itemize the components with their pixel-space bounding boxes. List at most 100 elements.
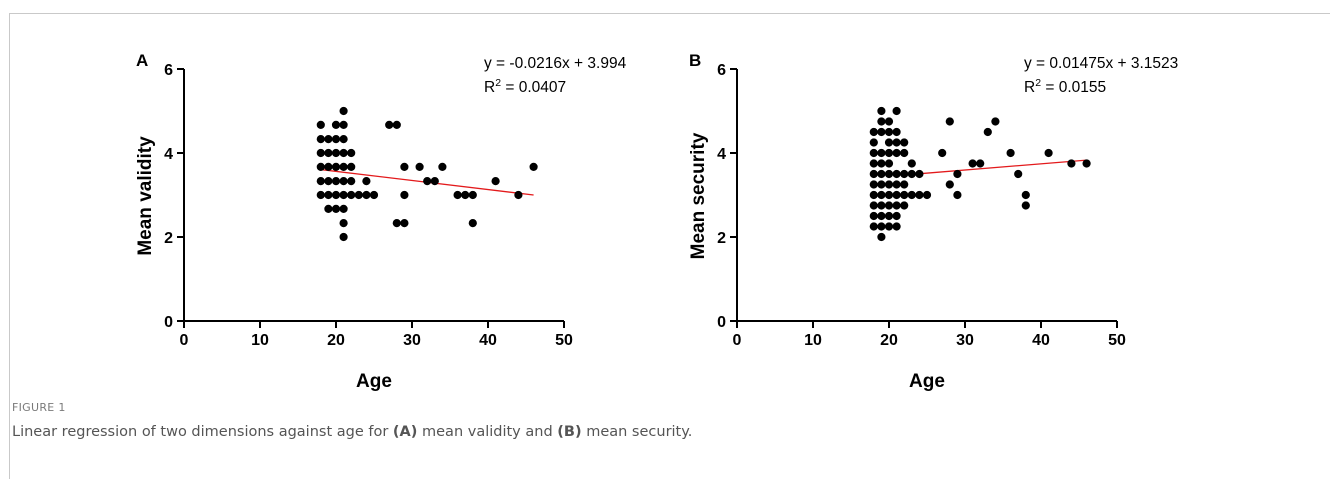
panel-b-data-point (1022, 191, 1030, 199)
panel-b-data-point (893, 212, 901, 220)
panel-b-data-point (900, 191, 908, 199)
panel-a-data-point (317, 135, 325, 143)
panel-a-data-point (324, 149, 332, 157)
panel-a-data-point (340, 191, 348, 199)
panel-a-data-point (400, 163, 408, 171)
panel-b-data-point (877, 107, 885, 115)
panel-b-data-point (893, 191, 901, 199)
panel-a-data-point (317, 163, 325, 171)
panel-a-data-point (332, 205, 340, 213)
panel-a-equation: y = -0.0216x + 3.994 (484, 55, 627, 72)
panel-b-tag: B (689, 51, 701, 70)
panel-b-y-tick-label: 2 (717, 230, 726, 247)
panel-b-data-point (877, 201, 885, 209)
panel-a-data-point (393, 219, 401, 227)
panel-a-data-point (324, 191, 332, 199)
panel-b-data-point (870, 138, 878, 146)
panel-a-y-axis-label: Mean validity (135, 136, 156, 256)
panel-a-data-point (340, 149, 348, 157)
panel-b-data-point (870, 170, 878, 178)
panel-b-data-point (877, 191, 885, 199)
panel-b-data-point (1007, 149, 1015, 157)
panel-b-data-point (893, 222, 901, 230)
panel-a-data-point (469, 219, 477, 227)
panel-b-data-point (946, 117, 954, 125)
panel-a-data-point (317, 191, 325, 199)
panel-a-data-point (347, 191, 355, 199)
panel-a-data-point (514, 191, 522, 199)
panel-b-x-tick-label: 20 (880, 332, 898, 349)
panel-a-data-point (385, 121, 393, 129)
panel-a-data-point (324, 177, 332, 185)
panel-b-data-point (900, 138, 908, 146)
panel-b-data-point (870, 191, 878, 199)
panel-b-y-tick-label: 6 (717, 62, 726, 79)
panel-a-data-point (317, 121, 325, 129)
panel-b-data-point (885, 138, 893, 146)
panel-a-data-point (340, 163, 348, 171)
panel-b-data-point (893, 149, 901, 157)
panel-a-y-tick-label: 0 (164, 314, 173, 331)
panel-b-data-point (900, 170, 908, 178)
panel-b-data-point (900, 149, 908, 157)
panel-a-data-point (340, 205, 348, 213)
panel-a-data-point (332, 163, 340, 171)
panel-a-data-point (340, 121, 348, 129)
panel-b-data-point (885, 180, 893, 188)
panel-a-x-axis-label: Age (356, 371, 392, 392)
panel-b-data-point (915, 170, 923, 178)
panel-b-data-point (893, 170, 901, 178)
panel-b-data-point (908, 191, 916, 199)
panel-b-data-point (893, 180, 901, 188)
panel-b-data-point (870, 128, 878, 136)
panel-b-data-point (984, 128, 992, 136)
panel-a-y-tick-label: 4 (164, 146, 173, 163)
panel-b-data-point (908, 159, 916, 167)
panel-a-data-point (362, 177, 370, 185)
panel-a-data-point (317, 149, 325, 157)
panel-b-data-point (938, 149, 946, 157)
panel-a-data-point (332, 135, 340, 143)
figure-caption: Linear regression of two dimensions agai… (12, 424, 692, 440)
panel-b-data-point (885, 212, 893, 220)
panel-a-data-point (340, 107, 348, 115)
panel-b-x-tick-label: 30 (956, 332, 974, 349)
figure-label: FIGURE 1 (12, 401, 66, 414)
panel-a-data-point (324, 205, 332, 213)
panel-a-y-tick-label: 6 (164, 62, 173, 79)
panel-b-data-point (953, 170, 961, 178)
panel-a-data-point (431, 177, 439, 185)
panel-b-data-point (969, 159, 977, 167)
panel-a-data-point (347, 149, 355, 157)
panel-b-y-tick-label: 0 (717, 314, 726, 331)
panel-a-x-tick-label: 10 (251, 332, 269, 349)
panel-a-data-point (423, 177, 431, 185)
panel-a-data-point (355, 191, 363, 199)
panel-b-data-point (877, 128, 885, 136)
panel-a-data-point (332, 121, 340, 129)
panel-a-data-point (332, 177, 340, 185)
panel-b-data-point (870, 149, 878, 157)
panel-b-data-point (885, 117, 893, 125)
panel-b-data-point (953, 191, 961, 199)
panel-a-data-point (332, 191, 340, 199)
panel-a-x-tick-label: 30 (403, 332, 421, 349)
panel-b-data-point (870, 180, 878, 188)
panel-a-data-point (393, 121, 401, 129)
panel-b-data-point (1014, 170, 1022, 178)
panel-a-data-point (324, 163, 332, 171)
panel-a-y-tick-label: 2 (164, 230, 173, 247)
panel-a-x-tick-label: 50 (555, 332, 573, 349)
panel-a-data-point (340, 219, 348, 227)
panel-a-data-point (370, 191, 378, 199)
panel-a-data-point (340, 177, 348, 185)
panel-b-data-point (870, 212, 878, 220)
panel-b-fit-line (916, 160, 1087, 174)
panel-b-x-tick-label: 40 (1032, 332, 1050, 349)
panel-b-data-point (885, 170, 893, 178)
panel-b-data-point (1083, 159, 1091, 167)
panel-a-data-point (438, 163, 446, 171)
panel-b-data-point (877, 159, 885, 167)
